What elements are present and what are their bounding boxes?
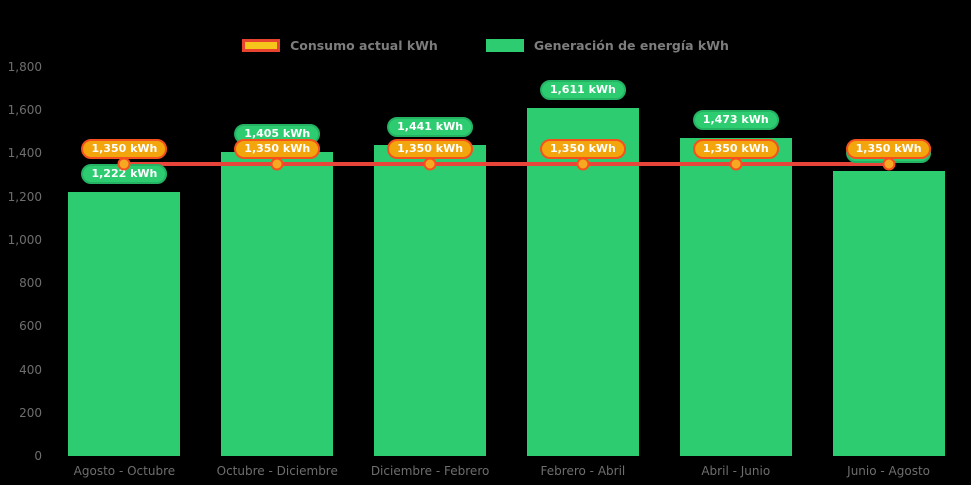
y-axis-tick-label: 800 xyxy=(19,276,42,291)
y-axis-tick-label: 600 xyxy=(19,319,42,334)
generacion-value-label: 1,441 kWh xyxy=(387,116,474,137)
y-axis-tick-label: 400 xyxy=(19,362,42,377)
chart-legend: Consumo actual kWh Generación de energía… xyxy=(0,38,971,53)
consumo-line-marker[interactable] xyxy=(423,157,437,171)
bar-generacion-0[interactable] xyxy=(68,191,181,456)
y-axis-tick-label: 1,400 xyxy=(7,146,42,161)
legend-item-consumo[interactable]: Consumo actual kWh xyxy=(242,38,438,53)
generacion-value-label: 1,611 kWh xyxy=(539,79,626,100)
y-axis-tick-label: 200 xyxy=(19,405,42,420)
bar-generacion-2[interactable] xyxy=(374,144,487,456)
y-axis-tick-label: 1,200 xyxy=(7,189,42,204)
x-axis-category-label: Abril - Junio xyxy=(701,464,771,478)
bar-generacion-4[interactable] xyxy=(679,137,792,456)
generacion-value-label: 1,222 kWh xyxy=(81,163,168,184)
consumo-line xyxy=(124,162,889,167)
legend-label-consumo: Consumo actual kWh xyxy=(290,38,438,53)
consumo-line-marker[interactable] xyxy=(270,157,284,171)
consumo-value-label: 1,350 kWh xyxy=(539,139,626,160)
y-axis-tick-label: 1,800 xyxy=(7,60,42,74)
legend-label-generacion: Generación de energía kWh xyxy=(533,38,729,53)
consumo-swatch-icon xyxy=(242,39,281,52)
consumo-value-label: 1,350 kWh xyxy=(234,139,321,160)
legend-item-generacion[interactable]: Generación de energía kWh xyxy=(485,38,729,53)
x-axis-category-label: Febrero - Abril xyxy=(540,464,626,478)
x-axis-category-label: Octubre - Diciembre xyxy=(216,464,338,478)
consumo-value-label: 1,350 kWh xyxy=(387,139,474,160)
y-axis-tick-label: 0 xyxy=(34,449,42,463)
generacion-value-label: 1,473 kWh xyxy=(692,109,779,130)
bar-generacion-1[interactable] xyxy=(221,152,334,456)
y-axis-tick-label: 1,600 xyxy=(7,103,42,118)
generacion-swatch-icon xyxy=(485,39,524,52)
consumo-value-label: 1,350 kWh xyxy=(845,139,932,160)
x-axis-category-label: Diciembre - Febrero xyxy=(370,464,490,478)
y-axis-tick-label: 1,000 xyxy=(7,232,42,247)
consumo-value-label: 1,350 kWh xyxy=(692,139,779,160)
x-axis-category-label: Junio - Agosto xyxy=(847,464,931,478)
consumo-value-label: 1,350 kWh xyxy=(81,139,168,160)
consumo-line-marker[interactable] xyxy=(576,157,590,171)
consumo-line-marker[interactable] xyxy=(117,157,131,171)
x-axis-category-label: Agosto - Octubre xyxy=(73,464,176,478)
consumo-line-marker[interactable] xyxy=(729,157,743,171)
bar-generacion-5[interactable] xyxy=(832,170,945,456)
consumo-line-marker[interactable] xyxy=(882,157,896,171)
